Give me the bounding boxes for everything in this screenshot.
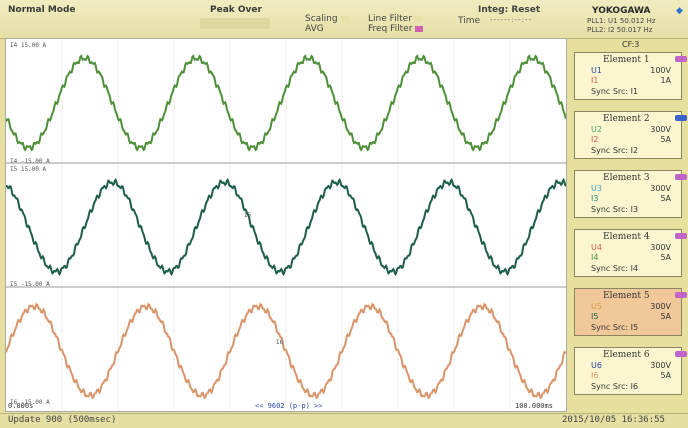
current-channel: I2 bbox=[591, 135, 599, 144]
element-box-3[interactable]: Element 3 U3 300V I3 5A Sync Src: I3 bbox=[574, 170, 687, 218]
scaling-indicator: Scaling bbox=[305, 14, 349, 24]
element-title: Element 6 bbox=[603, 350, 650, 360]
trace-1-bottom-label: I4 -15.00 A bbox=[10, 158, 50, 165]
current-range: 5A bbox=[660, 135, 671, 144]
integration-status: Integ: Reset bbox=[478, 5, 541, 15]
time-axis: 0.000s << 9602 (p-p) >> 100.000ms bbox=[5, 402, 567, 412]
voltage-range: 300V bbox=[650, 243, 671, 252]
trace-1-top-label: I4 15.00 A bbox=[10, 42, 47, 49]
trace-2-bottom-label: I5 -15.00 A bbox=[10, 281, 50, 288]
current-channel: I6 bbox=[591, 371, 599, 380]
current-range: 5A bbox=[660, 194, 671, 203]
voltage-range: 100V bbox=[650, 66, 671, 75]
trace-3-marker: I6 bbox=[276, 339, 284, 346]
element-tag-icon bbox=[675, 174, 687, 180]
pll2-frequency: PLL2: I2 50.017 Hz bbox=[587, 26, 653, 34]
element-box-1[interactable]: Element 1 U1 100V I1 1A Sync Src: I1 bbox=[574, 52, 687, 100]
element-tag-icon bbox=[675, 292, 687, 298]
time-axis-end: 100.000ms bbox=[515, 402, 553, 410]
update-rate: Update 900 (500msec) bbox=[8, 415, 117, 425]
current-channel: I1 bbox=[591, 76, 599, 85]
element-title: Element 5 bbox=[603, 291, 650, 301]
voltage-channel: U4 bbox=[591, 243, 602, 252]
current-range: 5A bbox=[660, 312, 671, 321]
integration-time-value: ------:--:-- bbox=[490, 16, 532, 24]
sync-source: Sync Src: I1 bbox=[591, 87, 639, 96]
line-filter-indicator: Line Filter bbox=[368, 14, 423, 24]
current-channel: I3 bbox=[591, 194, 599, 203]
current-range: 5A bbox=[660, 371, 671, 380]
voltage-range: 300V bbox=[650, 302, 671, 311]
sync-source: Sync Src: I5 bbox=[591, 323, 639, 332]
time-axis-start: 0.000s bbox=[8, 402, 34, 410]
time-axis-center: << 9602 (p-p) >> bbox=[255, 402, 323, 410]
logo-diamond-icon: ◆ bbox=[676, 6, 683, 16]
voltage-channel: U2 bbox=[591, 125, 602, 134]
waveform-plot bbox=[6, 41, 566, 409]
freq-filter-indicator: Freq Filter bbox=[368, 24, 424, 34]
waveform-trace-2 bbox=[6, 177, 566, 277]
header-bar: Normal Mode Peak Over Scaling AVG Line F… bbox=[0, 0, 688, 39]
sync-source: Sync Src: I4 bbox=[591, 264, 639, 273]
element-box-5[interactable]: Element 5 U5 300V I5 5A Sync Src: I5 bbox=[574, 288, 687, 336]
pll1-frequency: PLL1: U1 50.012 Hz bbox=[587, 17, 656, 25]
element-tag-icon bbox=[675, 233, 687, 239]
integration-time-label: Time bbox=[458, 16, 481, 26]
trace-2-marker: I5 bbox=[244, 212, 252, 219]
voltage-range: 300V bbox=[650, 184, 671, 193]
element-tag-icon bbox=[675, 351, 687, 357]
element-title: Element 2 bbox=[603, 114, 650, 124]
element-title: Element 1 bbox=[603, 55, 650, 65]
element-title: Element 3 bbox=[603, 173, 650, 183]
brand-logo: YOKOGAWA bbox=[592, 6, 651, 16]
voltage-channel: U1 bbox=[591, 66, 602, 75]
element-box-4[interactable]: Element 4 U4 300V I4 5A Sync Src: I4 bbox=[574, 229, 687, 277]
element-panel: Element 1 U1 100V I1 1A Sync Src: I1 Element 2… bbox=[574, 52, 687, 408]
peak-over-status-box bbox=[200, 18, 270, 29]
voltage-channel: U3 bbox=[591, 184, 602, 193]
element-box-2[interactable]: Element 2 U2 300V I2 5A Sync Src: I2 bbox=[574, 111, 687, 159]
waveform-display[interactable]: I4 15.00 A I4 -15.00 A I5 15.00 A I5 -15… bbox=[5, 38, 567, 412]
trace-2-top-label: I5 15.00 A bbox=[10, 166, 47, 173]
peak-over-indicator: Peak Over bbox=[210, 5, 262, 15]
current-channel: I5 bbox=[591, 312, 599, 321]
element-tag-icon bbox=[675, 56, 687, 62]
status-bar: Update 900 (500msec) 2015/10/05 16:36:55 bbox=[0, 413, 688, 428]
element-box-6[interactable]: Element 6 U6 300V I6 5A Sync Src: I6 bbox=[574, 347, 687, 395]
voltage-channel: U5 bbox=[591, 302, 602, 311]
crest-factor: CF:3 bbox=[622, 40, 640, 49]
date-time: 2015/10/05 16:36:55 bbox=[562, 415, 665, 425]
element-tag-icon bbox=[675, 115, 687, 121]
voltage-range: 300V bbox=[650, 361, 671, 370]
current-range: 5A bbox=[660, 253, 671, 262]
sync-source: Sync Src: I6 bbox=[591, 382, 639, 391]
voltage-range: 300V bbox=[650, 125, 671, 134]
element-title: Element 4 bbox=[603, 232, 650, 242]
measurement-mode[interactable]: Normal Mode bbox=[8, 5, 76, 15]
waveform-trace-1 bbox=[6, 54, 566, 152]
trace-3-bottom-label: I6 -15.00 A bbox=[10, 399, 50, 406]
sync-source: Sync Src: I3 bbox=[591, 205, 639, 214]
waveform-trace-3 bbox=[6, 302, 566, 400]
sync-source: Sync Src: I2 bbox=[591, 146, 639, 155]
voltage-channel: U6 bbox=[591, 361, 602, 370]
averaging-indicator: AVG bbox=[305, 24, 335, 34]
current-range: 1A bbox=[660, 76, 671, 85]
current-channel: I4 bbox=[591, 253, 599, 262]
